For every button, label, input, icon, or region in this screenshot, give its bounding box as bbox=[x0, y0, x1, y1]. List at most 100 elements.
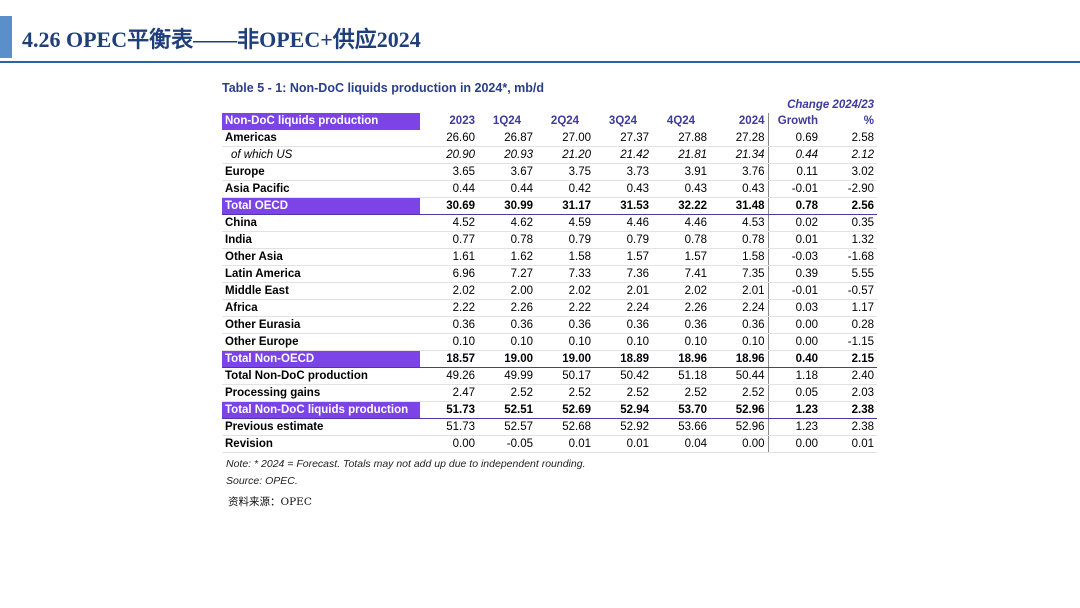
row-value: 2.26 bbox=[478, 299, 536, 318]
row-value: 2.22 bbox=[420, 299, 478, 318]
table-row: Asia Pacific 0.44 0.44 0.42 0.43 0.43 0.43 -0.0… bbox=[222, 180, 877, 199]
row-value: 50.44 bbox=[710, 367, 769, 386]
row-value: 4.52 bbox=[420, 214, 478, 233]
row-value: 20.93 bbox=[478, 146, 536, 165]
row-value: 7.27 bbox=[478, 265, 536, 284]
row-value: 50.42 bbox=[594, 367, 652, 386]
row-value: 3.75 bbox=[536, 163, 594, 182]
row-value: 0.79 bbox=[536, 231, 594, 250]
row-value: 7.35 bbox=[710, 265, 769, 284]
row-label: India bbox=[222, 231, 420, 250]
row-label: Previous estimate bbox=[222, 418, 420, 437]
row-value: 0.03 bbox=[768, 299, 821, 318]
row-value: 1.58 bbox=[710, 248, 769, 267]
row-value: 0.43 bbox=[710, 180, 769, 199]
row-value: -1.68 bbox=[821, 248, 877, 267]
table-note: Note: * 2024 = Forecast. Totals may not … bbox=[226, 458, 586, 470]
row-label: Total Non-DoC liquids production bbox=[222, 401, 420, 420]
production-table: Change 2024/23 Non-DoC liquids productio… bbox=[222, 96, 877, 454]
table-row: Latin America 6.96 7.27 7.33 7.36 7.41 7.35 0.3… bbox=[222, 265, 877, 284]
row-value: 0.00 bbox=[768, 435, 821, 454]
row-value: 0.44 bbox=[420, 180, 478, 199]
row-value: 20.90 bbox=[420, 146, 478, 165]
table-row: Total OECD 30.69 30.99 31.17 31.53 32.22 31.48… bbox=[222, 197, 877, 216]
row-value: 5.55 bbox=[821, 265, 877, 284]
row-value: 2.12 bbox=[821, 146, 877, 165]
change-header-row: Change 2024/23 bbox=[222, 96, 877, 113]
row-value: 1.17 bbox=[821, 299, 877, 318]
table-row: China 4.52 4.62 4.59 4.46 4.46 4.53 0.02 0.35 bbox=[222, 214, 877, 233]
row-value: 7.36 bbox=[594, 265, 652, 284]
row-value: 2.02 bbox=[652, 282, 710, 301]
row-value: 0.42 bbox=[536, 180, 594, 199]
row-value: 1.61 bbox=[420, 248, 478, 267]
row-value: 0.39 bbox=[768, 265, 821, 284]
row-value: 2.02 bbox=[420, 282, 478, 301]
row-value: 0.43 bbox=[594, 180, 652, 199]
row-label: Revision bbox=[222, 435, 420, 454]
row-value: 51.18 bbox=[652, 367, 710, 386]
row-value: 0.10 bbox=[710, 333, 769, 352]
row-value: 2.26 bbox=[652, 299, 710, 318]
row-value: -1.15 bbox=[821, 333, 877, 352]
row-value: 2.00 bbox=[478, 282, 536, 301]
row-value: 2.52 bbox=[652, 384, 710, 403]
row-value: 0.05 bbox=[768, 384, 821, 403]
row-value: 0.02 bbox=[768, 214, 821, 233]
row-value: 50.17 bbox=[536, 367, 594, 386]
row-label: Total OECD bbox=[222, 197, 420, 216]
row-value: 52.51 bbox=[478, 401, 536, 420]
row-value: 2.40 bbox=[821, 367, 877, 386]
row-value: -0.03 bbox=[768, 248, 821, 267]
col-header: % bbox=[821, 113, 877, 130]
table-row: Middle East 2.02 2.00 2.02 2.01 2.02 2.01 -0.01… bbox=[222, 282, 877, 301]
row-value: 1.18 bbox=[768, 367, 821, 386]
row-value: 2.38 bbox=[821, 418, 877, 437]
row-value: 0.04 bbox=[652, 435, 710, 454]
row-value: -0.05 bbox=[478, 435, 536, 454]
row-label: Other Eurasia bbox=[222, 316, 420, 335]
table-row: Total Non-DoC production 49.26 49.99 50.17 5… bbox=[222, 367, 877, 386]
row-value: 0.78 bbox=[652, 231, 710, 250]
col-header: 1Q24 bbox=[478, 113, 536, 130]
table-row: India 0.77 0.78 0.79 0.79 0.78 0.78 0.01 1.32 bbox=[222, 231, 877, 250]
row-value: 18.96 bbox=[710, 350, 769, 369]
row-value: 0.44 bbox=[478, 180, 536, 199]
row-value: 0.28 bbox=[821, 316, 877, 335]
row-value: 27.00 bbox=[536, 129, 594, 148]
row-value: 0.10 bbox=[594, 333, 652, 352]
row-value: 3.73 bbox=[594, 163, 652, 182]
row-value: 1.62 bbox=[478, 248, 536, 267]
row-value: 0.11 bbox=[768, 163, 821, 182]
table-caption: Table 5 - 1: Non-DoC liquids production … bbox=[222, 81, 545, 95]
row-value: 21.34 bbox=[710, 146, 769, 165]
col-header: 3Q24 bbox=[594, 113, 652, 130]
table-row: Processing gains 2.47 2.52 2.52 2.52 2.52 2.52… bbox=[222, 384, 877, 403]
row-value: 2.52 bbox=[536, 384, 594, 403]
row-value: 0.36 bbox=[594, 316, 652, 335]
row-value: 2.01 bbox=[594, 282, 652, 301]
row-value: 27.88 bbox=[652, 129, 710, 148]
table-row: Americas 26.60 26.87 27.00 27.37 27.88 27.28 0.… bbox=[222, 129, 877, 148]
row-value: 49.99 bbox=[478, 367, 536, 386]
row-value: 0.79 bbox=[594, 231, 652, 250]
table-row: Africa 2.22 2.26 2.22 2.24 2.26 2.24 0.03 1.17 bbox=[222, 299, 877, 318]
row-value: 6.96 bbox=[420, 265, 478, 284]
table-row: of which US 20.90 20.93 21.20 21.42 21.81 21.3… bbox=[222, 146, 877, 165]
row-value: 0.10 bbox=[536, 333, 594, 352]
header-label: Non-DoC liquids production bbox=[222, 113, 420, 130]
row-value: 18.57 bbox=[420, 350, 478, 369]
row-value: 3.65 bbox=[420, 163, 478, 182]
row-value: 0.10 bbox=[652, 333, 710, 352]
col-header: 2Q24 bbox=[536, 113, 594, 130]
row-value: 30.99 bbox=[478, 197, 536, 216]
row-value: 0.36 bbox=[420, 316, 478, 335]
row-value: 26.87 bbox=[478, 129, 536, 148]
row-value: 19.00 bbox=[536, 350, 594, 369]
row-value: 52.57 bbox=[478, 418, 536, 437]
row-value: -2.90 bbox=[821, 180, 877, 199]
row-value: 52.94 bbox=[594, 401, 652, 420]
row-value: 52.68 bbox=[536, 418, 594, 437]
row-value: 0.44 bbox=[768, 146, 821, 165]
row-value: 0.01 bbox=[594, 435, 652, 454]
